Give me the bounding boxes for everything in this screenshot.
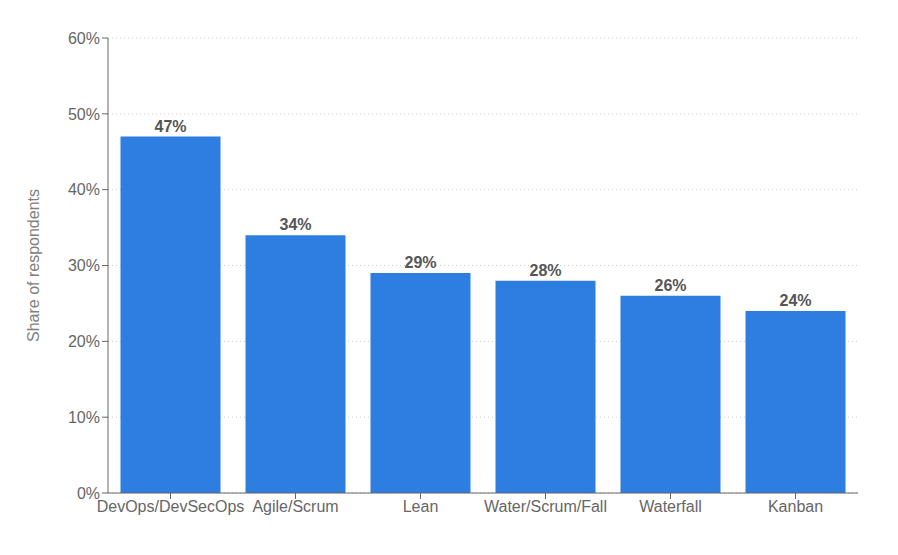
svg-text:50%: 50%	[68, 106, 100, 123]
svg-text:Share of respondents: Share of respondents	[25, 189, 42, 342]
svg-text:29%: 29%	[404, 254, 436, 271]
svg-text:Kanban: Kanban	[768, 498, 823, 515]
svg-text:Waterfall: Waterfall	[639, 498, 702, 515]
svg-text:10%: 10%	[68, 409, 100, 426]
svg-text:0%: 0%	[77, 485, 100, 502]
svg-text:DevOps/DevSecOps: DevOps/DevSecOps	[97, 498, 245, 515]
svg-text:60%: 60%	[68, 30, 100, 47]
svg-text:Water/Scrum/Fall: Water/Scrum/Fall	[484, 498, 607, 515]
svg-text:40%: 40%	[68, 181, 100, 198]
svg-text:20%: 20%	[68, 333, 100, 350]
svg-text:24%: 24%	[779, 292, 811, 309]
svg-text:Agile/Scrum: Agile/Scrum	[252, 498, 338, 515]
svg-text:34%: 34%	[279, 216, 311, 233]
svg-text:Lean: Lean	[403, 498, 439, 515]
svg-text:47%: 47%	[154, 118, 186, 135]
svg-text:26%: 26%	[654, 277, 686, 294]
svg-text:30%: 30%	[68, 257, 100, 274]
svg-text:28%: 28%	[529, 262, 561, 279]
